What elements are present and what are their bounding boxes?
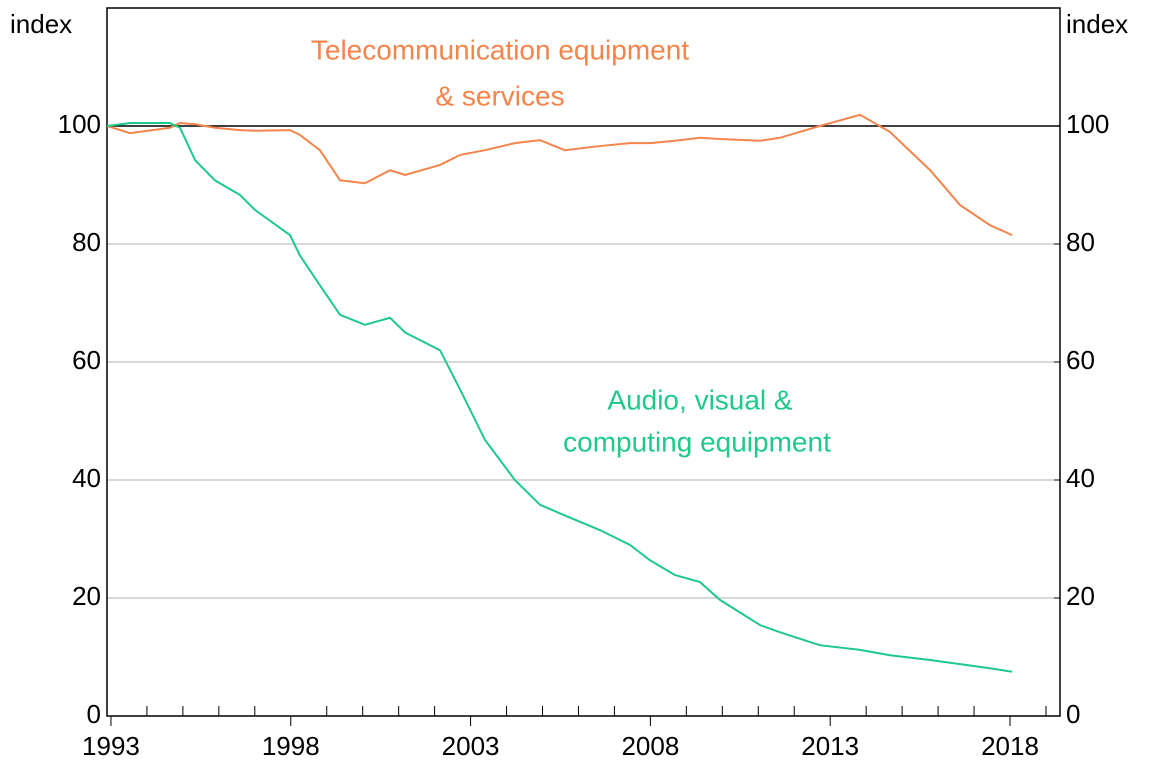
y2-tick-label: 80 [1066,227,1095,257]
y2-tick-label: 40 [1066,463,1095,493]
x-tick-label: 2013 [801,731,859,761]
y-tick-label: 80 [72,227,101,257]
x-tick-label: 2008 [621,731,679,761]
y2-tick-label: 20 [1066,581,1095,611]
y2-tick-label: 60 [1066,345,1095,375]
y-tick-label: 60 [72,345,101,375]
y2-tick-label: 100 [1066,109,1109,139]
x-tick-label: 2018 [981,731,1039,761]
y2-tick-label: 0 [1066,699,1080,729]
y-tick-label: 40 [72,463,101,493]
line-series [106,113,1013,237]
x-tick-label: 2003 [442,731,500,761]
annotation: Audio, visual & [607,384,793,415]
x-tick-label: 1993 [82,731,140,761]
y-tick-label: 20 [72,581,101,611]
line-series [106,122,1013,673]
x-tick-label: 1998 [262,731,320,761]
y2-axis-label: index [1066,9,1128,39]
annotation: & services [435,80,564,111]
y-axis-label: index [10,9,72,39]
plot-frame [106,7,1061,717]
y-tick-label: 100 [58,109,101,139]
annotation: Telecommunication equipment [311,34,689,65]
y-tick-label: 0 [87,699,101,729]
annotation: computing equipment [563,426,831,457]
